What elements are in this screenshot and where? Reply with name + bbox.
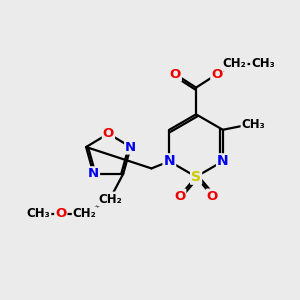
Text: N: N xyxy=(88,167,99,180)
Text: N: N xyxy=(217,154,229,168)
Text: O: O xyxy=(169,68,181,81)
Text: CH₂: CH₂ xyxy=(223,57,247,70)
Text: CH₂: CH₂ xyxy=(98,193,122,206)
Text: O: O xyxy=(55,207,67,220)
Text: N: N xyxy=(164,154,175,168)
Text: CH₃: CH₃ xyxy=(251,57,275,70)
Text: N: N xyxy=(125,140,136,154)
Text: O: O xyxy=(174,190,185,202)
Text: CH₂: CH₂ xyxy=(73,207,97,220)
Text: O: O xyxy=(211,68,223,81)
Text: O: O xyxy=(103,127,114,140)
Text: CH₃: CH₃ xyxy=(27,207,50,220)
Text: O: O xyxy=(207,190,218,202)
Text: CH₃: CH₃ xyxy=(242,118,265,131)
Text: S: S xyxy=(191,170,201,184)
